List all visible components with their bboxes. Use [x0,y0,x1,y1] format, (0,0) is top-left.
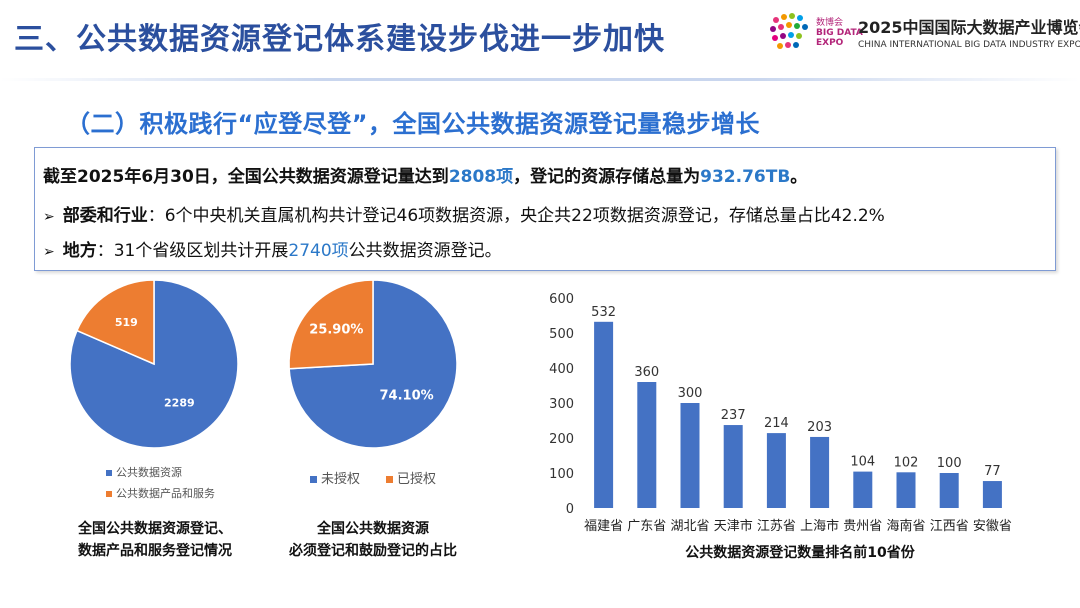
section-subtitle: （二）积极践行“应登尽登”，全国公共数据资源登记量稳步增长 [66,110,761,138]
bar-chart-top10-provinces: 0 100 200 300 400 500 600 532 福建省 360 广东省 300 湖北省 237… [549,292,1012,534]
x-tick-label: 天津市 [714,518,753,534]
bar-10 [982,481,1002,508]
x-tick-label: 湖北省 [670,519,709,534]
bar-data-label: 104 [850,455,875,470]
x-tick-label: 贵州省 [843,519,882,534]
bar-data-label: 102 [894,455,919,470]
bar-4 [723,425,743,508]
bar-data-label: 360 [634,365,659,380]
x-tick-label: 广东省 [627,519,666,534]
bar-6 [810,436,830,508]
header-divider [0,78,1080,81]
bar-1 [594,321,614,508]
legend-swatch [386,476,393,483]
expo-name-cn: 2025中国国际大数据产业博览会 [858,18,1080,37]
legend-swatch [106,470,112,476]
bar-8 [896,472,916,508]
pie1-legend-item-2: 公共数据产品和服务 [106,485,215,501]
y-tick-label: 400 [549,362,574,377]
big-data-expo-logo: 数博会 BIG DATA EXPO [768,12,878,54]
bar-3 [680,403,700,508]
bar-5 [766,433,786,508]
bar-chart-caption: 公共数据资源登记数量排名前10省份 [685,545,915,561]
pie2-caption: 全国公共数据资源 必须登记和鼓励登记的占比 [289,521,457,559]
x-tick-label: 江苏省 [757,518,796,534]
x-tick-label: 上海市 [800,518,839,534]
bullet-arrow-icon: ➢ [43,209,55,225]
pie-slice-2 [75,279,155,366]
x-tick-label: 海南省 [886,518,925,534]
summary-line-local: ➢ 地方：31个省级区划共计开展2740项公共数据资源登记。 [43,241,502,261]
y-tick-label: 500 [549,327,574,342]
x-tick-label: 福建省 [584,519,623,534]
x-tick-label: 安徽省 [973,519,1012,534]
bar-data-label: 237 [721,408,746,423]
logo-text: 数博会 BIG DATA EXPO [816,18,863,48]
y-tick-label: 300 [549,397,574,412]
summary-line-total: 截至2025年6月30日，全国公共数据资源登记量达到2808项，登记的资源存储总… [43,167,808,187]
bar-data-label: 532 [591,305,616,320]
expo-name-en: CHINA INTERNATIONAL BIG DATA INDUSTRY EX… [858,40,1080,50]
pie2-legend-item-1: 未授权 [310,468,360,487]
bar-data-label: 100 [937,456,962,471]
pie-slice-label-2: 25.90% [309,322,363,337]
y-tick-label: 0 [566,502,574,517]
legend-swatch [310,476,317,483]
pie-slice-2 [288,279,374,370]
bullet-arrow-icon: ➢ [43,244,55,260]
y-tick-label: 100 [549,467,574,482]
pie1-legend-item-1: 公共数据资源 [106,464,182,480]
pie2-legend-item-2: 已授权 [386,468,436,487]
legend-swatch [106,491,112,497]
slide-header: 三、公共数据资源登记体系建设步伐进一步加快 数博会 BIG DATA EXPO … [0,0,1080,82]
pie-chart-registration: 2289 519 [69,279,239,448]
pie-slice-label-2: 519 [115,316,138,329]
bar-data-label: 77 [984,464,1001,479]
y-tick-label: 200 [549,432,574,447]
bar-data-label: 203 [807,420,832,435]
summary-box: 截至2025年6月30日，全国公共数据资源登记量达到2808项，登记的资源存储总… [34,147,1056,271]
pie-slice-label-1: 2289 [164,397,195,410]
summary-line-ministries: ➢ 部委和行业：6个中央机关直属机构共计登记46项数据资源，央企共22项数据资源登… [43,206,885,226]
x-tick-label: 江西省 [930,519,969,534]
bar-9 [939,473,959,508]
y-tick-label: 600 [549,292,574,307]
bar-2 [637,382,657,508]
bar-7 [853,471,873,508]
bar-data-label: 214 [764,416,789,431]
slide-title: 三、公共数据资源登记体系建设步伐进一步加快 [14,22,665,57]
pie1-caption: 全国公共数据资源登记、 数据产品和服务登记情况 [78,521,232,559]
pie-slice-label-1: 74.10% [380,389,434,404]
logo-dots-icon [770,13,808,49]
pie-chart-authorization: 74.10% 25.90% [288,279,458,448]
bar-data-label: 300 [678,386,703,401]
